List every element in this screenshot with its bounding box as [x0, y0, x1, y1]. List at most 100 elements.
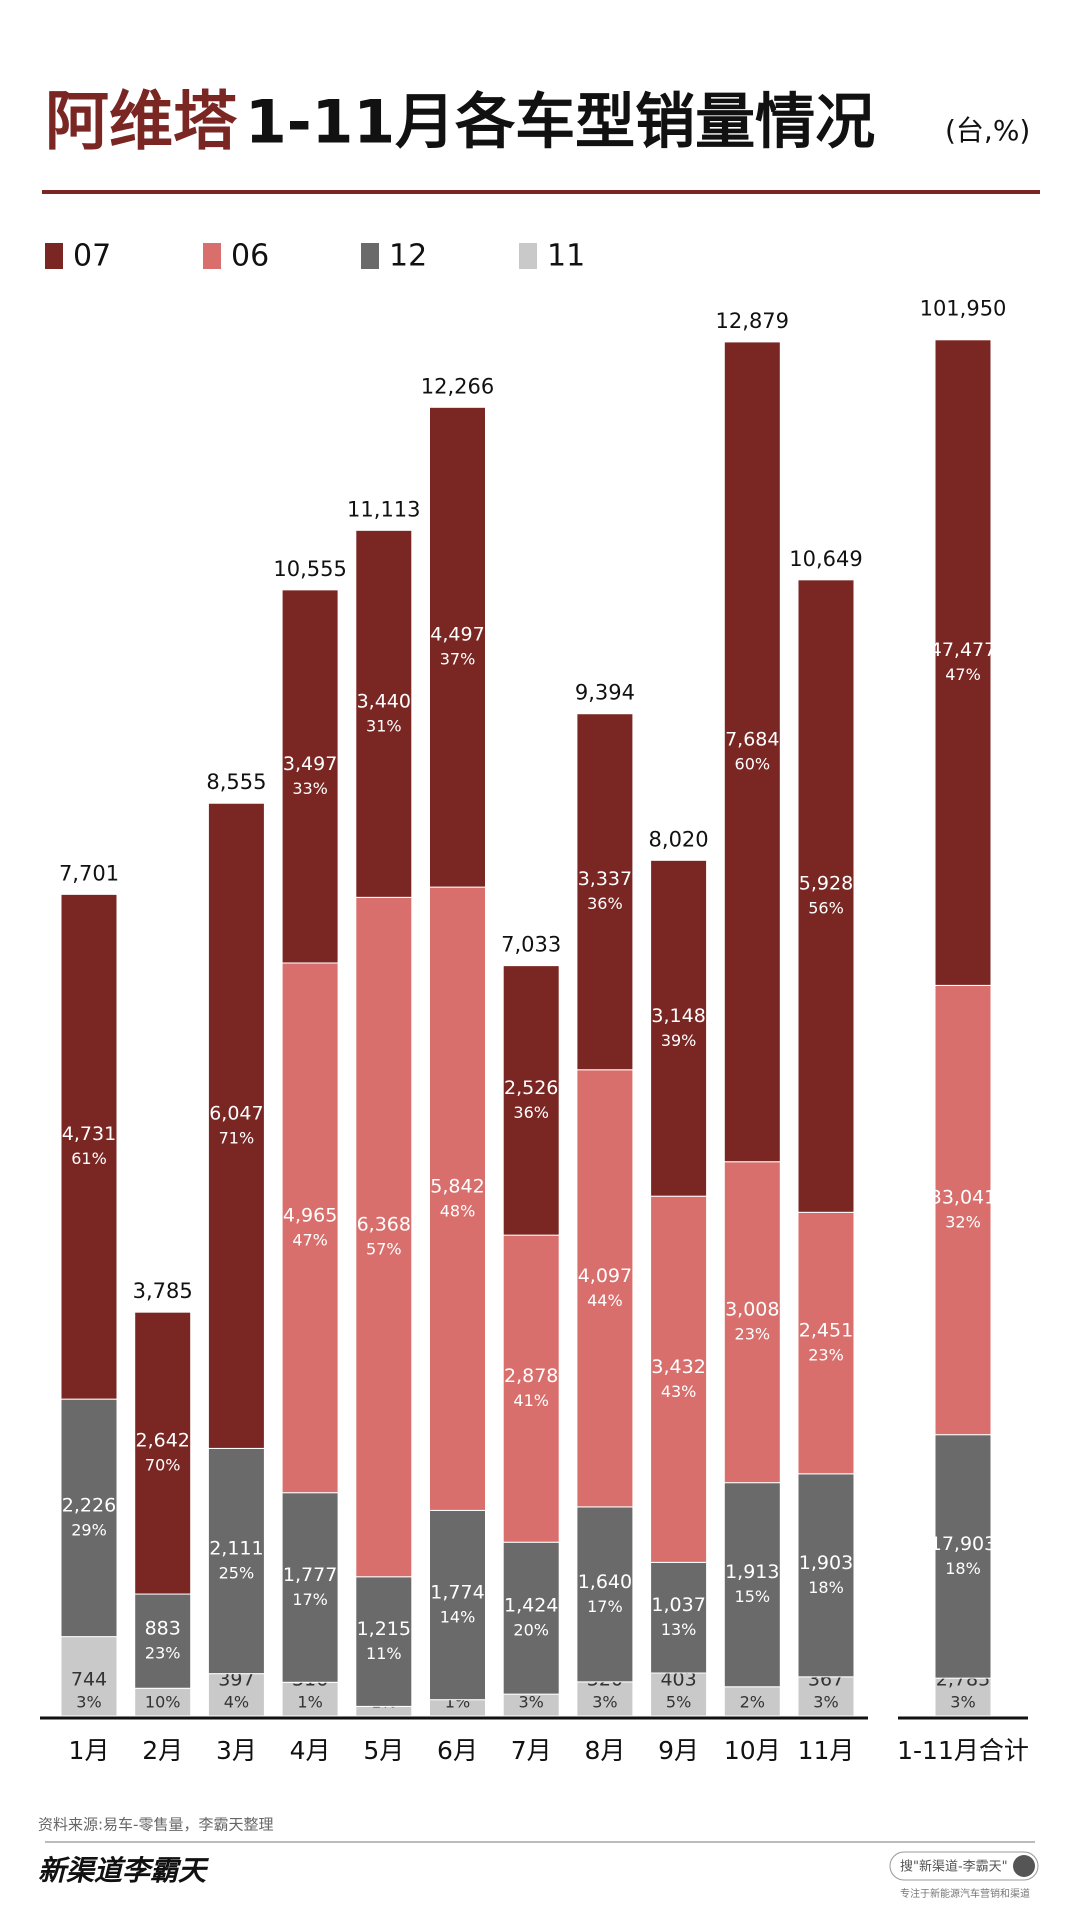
share-label: 60%: [735, 754, 771, 773]
bar-segment: [134, 1687, 192, 1717]
legend-label: 12: [389, 239, 427, 274]
legend-label: 06: [231, 239, 269, 274]
bar-segment: [576, 1681, 634, 1717]
legend-swatch: [203, 243, 221, 269]
value-label: 3,497: [283, 753, 337, 775]
bar-segment: [281, 962, 339, 1494]
share-label: 3%: [76, 1693, 101, 1712]
bar-segment: [576, 1506, 634, 1683]
bar-segment: [934, 1677, 992, 1717]
legend-swatch: [519, 243, 537, 269]
value-label: 1,640: [578, 1571, 632, 1593]
total-label: 9,394: [575, 681, 635, 705]
bar-segment: [576, 713, 634, 1071]
total-label: 8,555: [206, 770, 266, 794]
value-label: 3,440: [357, 690, 411, 712]
value-label: 6,047: [209, 1102, 263, 1124]
share-label: 3%: [592, 1693, 617, 1712]
share-label: 71%: [219, 1128, 255, 1147]
share-label: 23%: [735, 1325, 771, 1344]
share-label: 18%: [945, 1559, 981, 1578]
logo: 新渠道李霸天: [38, 1854, 209, 1887]
share-label: 32%: [945, 1213, 981, 1232]
bar-segment: [650, 1672, 708, 1717]
title-brand: 阿维塔: [45, 86, 238, 160]
share-label: 70%: [145, 1456, 181, 1475]
share-label: 18%: [808, 1578, 844, 1597]
share-label: 4%: [224, 1693, 249, 1712]
value-label: 3,432: [651, 1356, 705, 1378]
total-label: 11,113: [347, 497, 420, 521]
search-text: 搜"新渠道-李霸天": [900, 1859, 1008, 1875]
chart-title: 1-11月各车型销量情况: [245, 88, 875, 158]
value-label: 17,903: [930, 1533, 996, 1555]
bar-segment: [60, 893, 118, 1400]
unit: (台,%): [945, 114, 1030, 147]
value-label: 7,684: [725, 728, 779, 750]
share-label: 57%: [366, 1240, 402, 1259]
share-label: 5%: [666, 1693, 691, 1712]
share-label: 36%: [587, 894, 623, 913]
value-label: 1,774: [430, 1582, 484, 1604]
share-label: 3%: [519, 1693, 544, 1712]
total-label: 8,020: [649, 827, 709, 851]
share-label: 31%: [366, 716, 402, 735]
value-label: 2,451: [799, 1320, 853, 1342]
total-label: 10,555: [273, 557, 346, 581]
share-label: 36%: [513, 1103, 549, 1122]
value-label: 5,842: [430, 1175, 484, 1197]
x-tick-label: 9月: [658, 1736, 699, 1765]
total-label: 12,266: [421, 374, 494, 398]
share-label: 56%: [808, 899, 844, 918]
bar-segment: [429, 406, 486, 888]
share-label: 23%: [808, 1346, 844, 1365]
bar-segment: [281, 589, 339, 964]
x-tick-label: 6月: [437, 1736, 478, 1765]
value-label: 4,965: [283, 1204, 337, 1226]
x-tick-label: 1月: [69, 1736, 110, 1765]
share-label: 17%: [292, 1590, 328, 1609]
value-label: 4,097: [578, 1265, 632, 1287]
total-label: 12,879: [716, 309, 789, 333]
value-label: 403: [660, 1669, 696, 1691]
bar-segment: [355, 529, 413, 898]
value-label: 2,642: [135, 1430, 189, 1452]
share-label: 11%: [366, 1644, 402, 1663]
share-label: 23%: [145, 1644, 181, 1663]
bar-segment: [207, 802, 265, 1449]
x-tick-label: 1-11月合计: [897, 1736, 1029, 1765]
value-label: 5,928: [799, 873, 853, 895]
value-label: 3,337: [578, 868, 632, 890]
bar-segment: [650, 1561, 708, 1674]
slogan: 专注于新能源汽车营销和渠道: [900, 1887, 1030, 1900]
share-label: 47%: [292, 1230, 328, 1249]
value-label: 744: [71, 1669, 107, 1691]
value-label: 3,008: [725, 1299, 779, 1321]
value-label: 4,731: [62, 1123, 116, 1145]
total-label: 10,649: [789, 547, 862, 571]
bar-segment: [934, 339, 992, 986]
share-label: 25%: [219, 1564, 255, 1583]
bar-segment: [723, 1482, 781, 1688]
bar-segment: [281, 1492, 339, 1683]
share-label: 44%: [587, 1291, 623, 1310]
total-label: 3,785: [133, 1279, 193, 1303]
value-label: 2,878: [504, 1365, 558, 1387]
value-label: 1,777: [283, 1564, 337, 1586]
value-label: 1,903: [799, 1552, 853, 1574]
share-label: 61%: [71, 1149, 107, 1168]
share-label: 3%: [950, 1693, 975, 1712]
share-label: 17%: [587, 1597, 623, 1616]
share-label: 2%: [740, 1693, 765, 1712]
value-label: 2,111: [209, 1538, 263, 1560]
share-label: 15%: [735, 1587, 771, 1606]
bar-segment: [207, 1447, 265, 1675]
total-label: 7,033: [501, 933, 561, 957]
share-label: 14%: [440, 1608, 476, 1627]
x-tick-label: 11月: [798, 1736, 855, 1765]
bar-segment: [429, 886, 486, 1511]
x-tick-label: 8月: [584, 1736, 625, 1765]
bar-segment: [934, 984, 992, 1436]
legend-swatch: [361, 243, 379, 269]
